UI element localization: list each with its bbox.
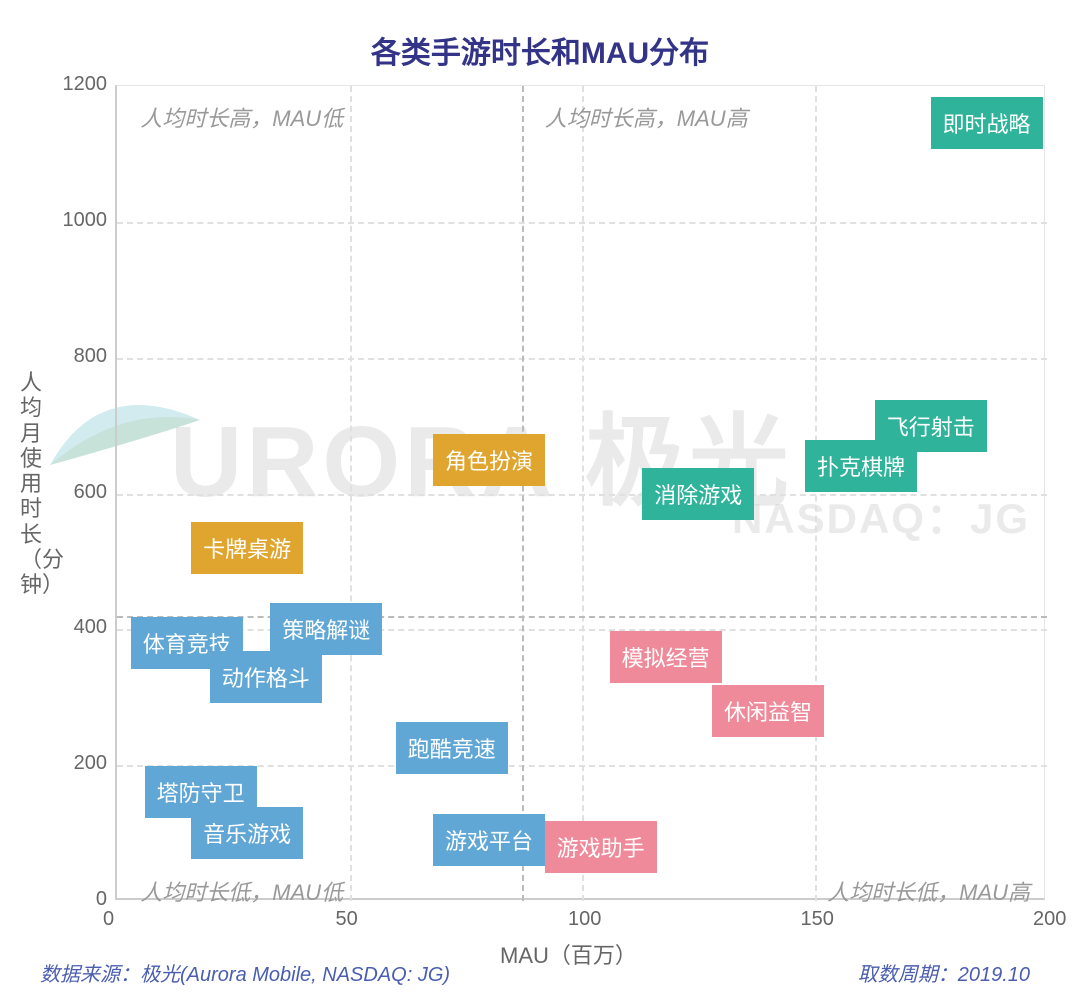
y-tick-label: 600 — [74, 481, 107, 504]
category-label: 游戏助手 — [545, 821, 657, 873]
y-tick-label: 1000 — [63, 209, 108, 232]
y-tick-label: 1200 — [63, 73, 108, 96]
quadrant-label: 人均时长低，MAU低 — [140, 875, 343, 907]
chart-container: 各类手游时长和MAU分布 URORA 极光 NASDAQ：JG 人均月使用时长（… — [0, 0, 1080, 1005]
quadrant-divider-horizontal — [117, 616, 1047, 618]
footer-period-value: 2019.10 — [958, 964, 1030, 986]
category-label: 策略解谜 — [270, 603, 382, 655]
y-tick-label: 200 — [74, 752, 107, 775]
category-label: 游戏平台 — [433, 814, 545, 866]
category-label: 扑克棋牌 — [805, 440, 917, 492]
x-tick-label: 100 — [568, 908, 601, 931]
footer-source: 数据来源：极光(Aurora Mobile, NASDAQ: JG) — [40, 958, 450, 987]
plot-area: 人均时长高，MAU低人均时长高，MAU高人均时长低，MAU低人均时长低，MAU高… — [115, 85, 1045, 900]
quadrant-divider-vertical — [522, 86, 524, 901]
footer-period: 取数周期：2019.10 — [858, 958, 1030, 987]
grid-line-vertical — [815, 86, 817, 901]
chart-title: 各类手游时长和MAU分布 — [0, 0, 1080, 72]
category-label: 即时战略 — [931, 97, 1043, 149]
y-tick-label: 800 — [74, 345, 107, 368]
quadrant-label: 人均时长高，MAU低 — [140, 101, 343, 133]
category-label: 跑酷竞速 — [396, 722, 508, 774]
category-label: 消除游戏 — [642, 468, 754, 520]
grid-line-vertical — [582, 86, 584, 901]
x-tick-label: 0 — [103, 908, 114, 931]
footer-period-label: 取数周期： — [858, 964, 958, 986]
x-tick-label: 50 — [336, 908, 358, 931]
y-axis-label: 人均月使用时长（分钟） — [20, 370, 42, 598]
category-label: 角色扮演 — [433, 434, 545, 486]
category-label: 卡牌桌游 — [191, 522, 303, 574]
x-axis-label: MAU（百万） — [500, 938, 637, 970]
y-tick-label: 400 — [74, 616, 107, 639]
footer-source-value: 极光(Aurora Mobile, NASDAQ: JG) — [140, 964, 450, 986]
footer-source-label: 数据来源： — [40, 964, 140, 986]
category-label: 模拟经营 — [610, 631, 722, 683]
x-axis-label-text: MAU（百万） — [500, 943, 637, 968]
x-tick-label: 200 — [1033, 908, 1066, 931]
grid-line-vertical — [350, 86, 352, 901]
x-tick-label: 150 — [801, 908, 834, 931]
quadrant-label: 人均时长高，MAU高 — [545, 101, 748, 133]
category-label: 动作格斗 — [210, 651, 322, 703]
category-label: 音乐游戏 — [191, 807, 303, 859]
y-axis-label-text: 人均月使用时长（分钟） — [20, 370, 64, 597]
category-label: 休闲益智 — [712, 685, 824, 737]
quadrant-label: 人均时长低，MAU高 — [827, 875, 1030, 907]
